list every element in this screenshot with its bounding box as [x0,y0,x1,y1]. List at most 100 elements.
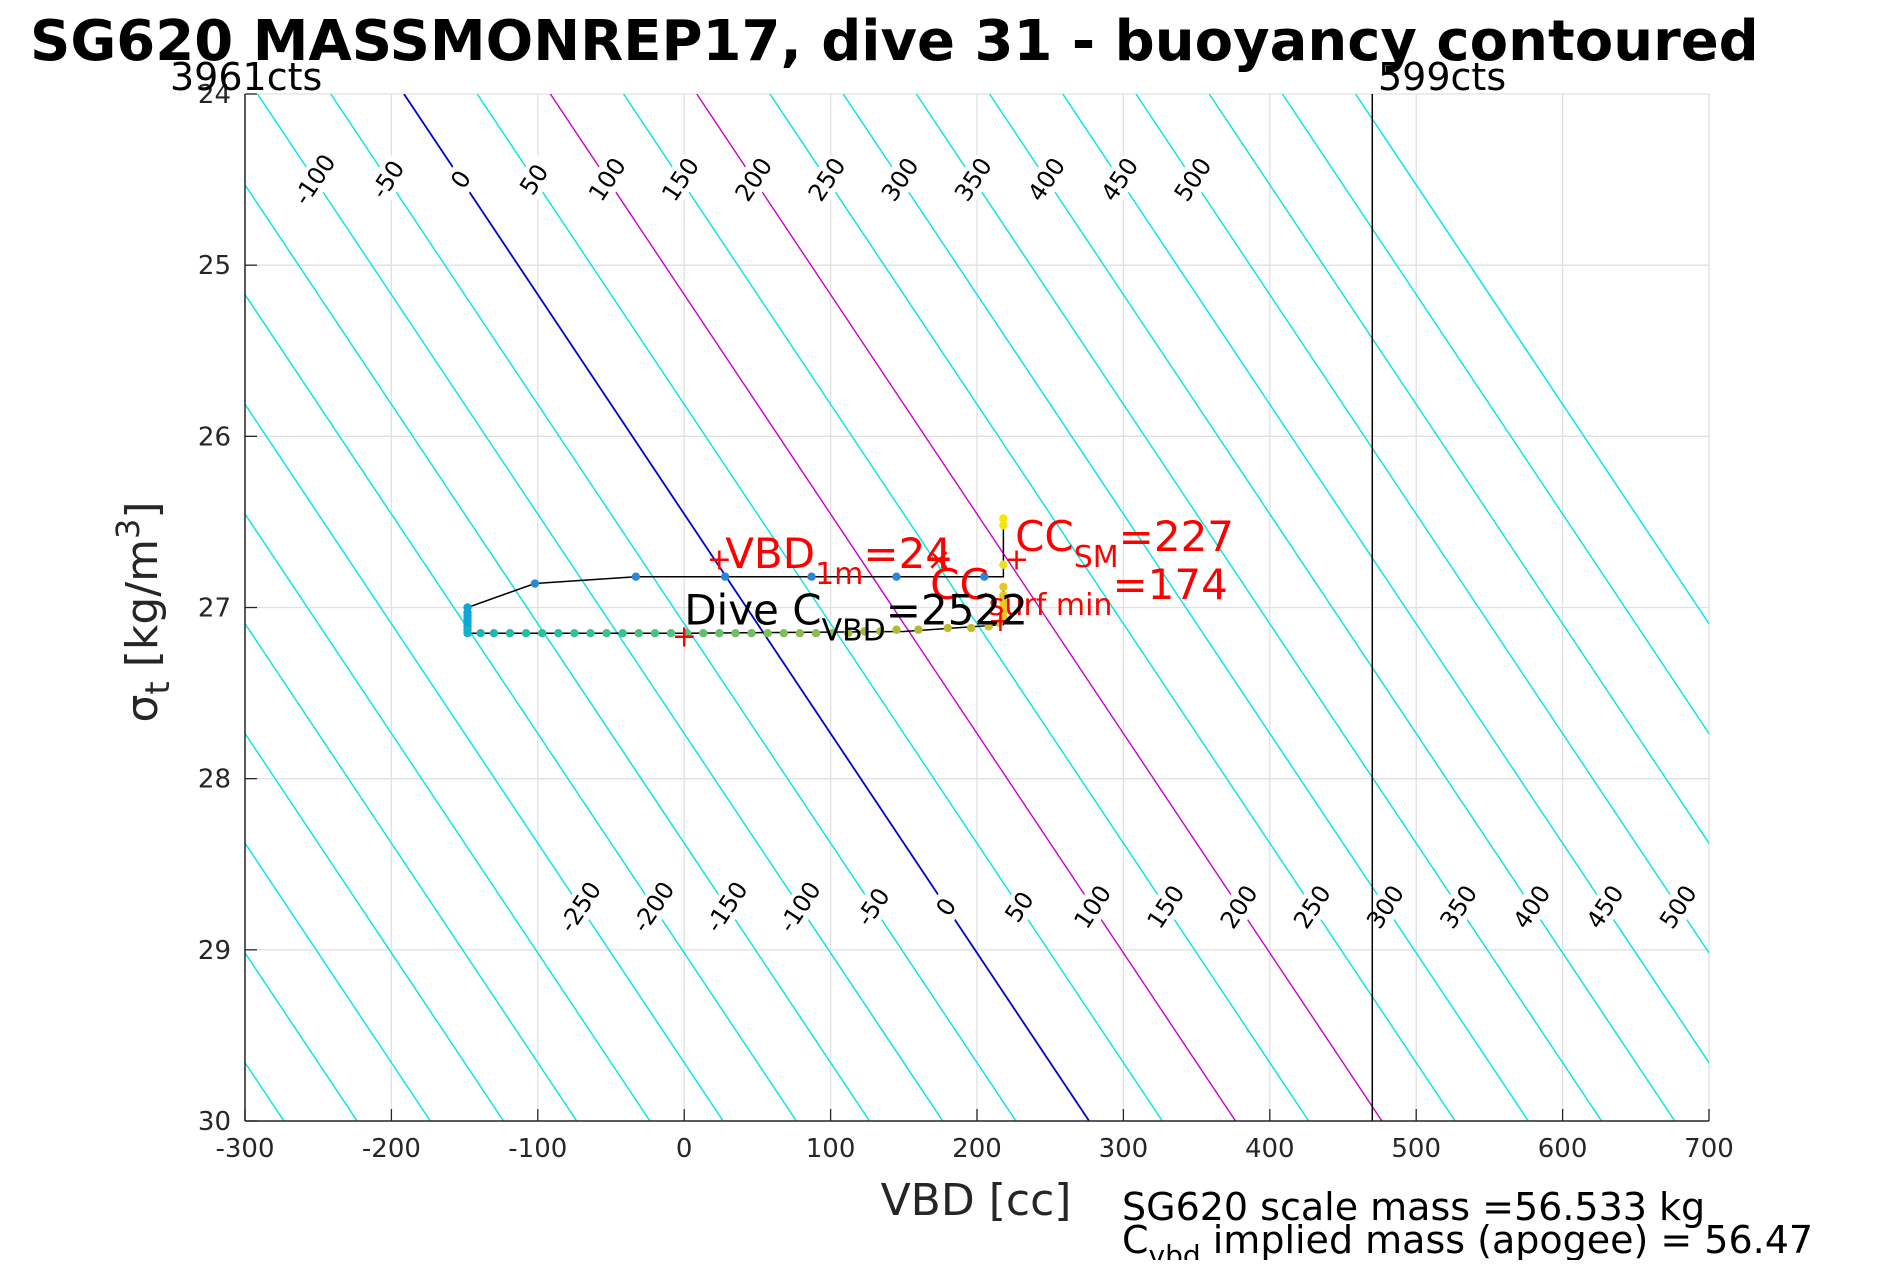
data-point-51 [914,625,923,634]
implied-mass-base: C [1122,1218,1149,1260]
contour-label-bg [1068,880,1117,934]
data-point-9 [994,618,1004,628]
data-point-25 [489,628,499,638]
annotation-vbd1m-base: VBD [725,529,815,578]
contour-label-bg [849,880,898,934]
data-point-40 [731,628,740,638]
contour-label-bg [1142,880,1190,934]
top-left-count-label: 3961cts [170,55,322,99]
data-point-29 [554,628,563,638]
contour-label-bg [656,153,705,206]
contour-line-50 [476,94,1163,1121]
contour-label-bg [876,153,925,206]
data-point-0 [999,514,1008,523]
data-point-27 [521,628,531,638]
marker-4: + [988,604,1013,639]
contour-line-300 [842,94,1529,1121]
scale-mass-note: SG620 scale mass =56.533 kg [1122,1185,1705,1229]
annotation-ccsurf-base: CC [930,560,989,609]
data-point-53 [966,623,976,633]
annotation-ccsurf-value: =174 [1112,560,1227,609]
annotation-divec-sub: VBD [822,614,886,649]
contour-line-150 [623,94,1310,1121]
data-point-54 [984,622,993,631]
contour-line-600 [1281,94,1709,735]
annotation-ccsurf-sub: surf min [989,588,1113,623]
contour-label-bg [1022,153,1071,206]
data-point-46 [827,628,837,638]
contour-line-200 [696,94,1383,1121]
annotation-divec-base: Dive C [684,586,821,635]
data-point-31 [586,628,595,638]
contour-label-bg [995,880,1044,934]
y-tick-label: 25 [198,251,231,281]
data-point-4 [999,591,1008,600]
data-point-35 [650,628,660,638]
annotation-divec: Dive CVBD=2522 [684,586,1028,649]
marker-1: + [672,620,697,655]
implied-mass-sub: vbd [1149,1239,1201,1260]
data-point-33 [618,628,627,638]
data-point-45 [811,628,821,638]
contour-label-bg [922,880,971,934]
x-tick-label: 0 [676,1134,693,1164]
data-point-38 [699,628,708,638]
contour-label-bg [629,880,678,934]
contour-label-bg [583,153,632,206]
axes: -300 -200 -100 0 100 200 300 400 500 600 700 24 25 26… [198,80,1734,1164]
data-point-37 [682,628,692,638]
annotation-ccsm-sub: SM [1074,540,1119,575]
top-right-count-label: 599cts [1378,55,1506,99]
y-tick-label: 26 [198,422,231,452]
y-tick-label: 27 [198,594,231,624]
dive-points [463,514,1008,638]
contour-label-bg [1096,153,1144,206]
data-point-43 [779,628,788,638]
data-point-49 [876,627,885,636]
contour-label-bg [776,880,824,934]
x-tick-label: -100 [508,1134,567,1164]
data-point-12 [807,572,816,581]
data-point-1 [999,521,1008,530]
data-point-52 [943,623,952,633]
contour-label-bg [949,153,998,206]
contour-line--100 [257,94,944,1121]
data-point-47 [843,628,853,638]
key-markers: + + × + + [672,543,1029,655]
y-label-sup: 3 [109,519,147,539]
contour-label-bg [803,153,851,206]
data-point-34 [634,628,644,638]
contour-line-650 [1355,94,1709,626]
data-point-2 [999,560,1008,569]
contour-label-bg [1581,880,1630,934]
data-point-39 [715,628,724,638]
data-point-13 [720,572,730,581]
contour-label-bg [1215,880,1264,934]
x-tick-label: -300 [215,1134,274,1164]
contour-line-100 [549,94,1237,1121]
x-axis-label: VBD [cc] [881,1175,1072,1226]
data-point-3 [999,582,1008,592]
x-tick-label: 600 [1538,1134,1588,1164]
data-point-42 [763,628,772,638]
contour-label-bg [1361,880,1410,934]
contour-label-bg [702,880,751,934]
contour-label-bg [1508,880,1556,934]
x-tick-label: 200 [952,1134,1002,1164]
data-point-14 [631,572,641,581]
dive-track [466,521,1005,634]
contour-label-bg [1169,153,1217,206]
contour-line-400 [989,94,1676,1121]
contour-line--400 [245,732,505,1121]
contour-line--200 [245,293,797,1121]
x-tick-label: -200 [362,1134,421,1164]
x-tick-label: 300 [1099,1134,1149,1164]
contour-label-bg [1654,880,1703,934]
annotation-ccsurf: CCsurf min=174 [930,560,1228,623]
implied-mass-rest: implied mass (apogee) = 56.47 [1201,1218,1813,1260]
data-point-26 [505,628,515,638]
contour-label-bg [437,153,485,206]
grid-lines [244,93,1710,1122]
marker-0: + [707,543,732,578]
